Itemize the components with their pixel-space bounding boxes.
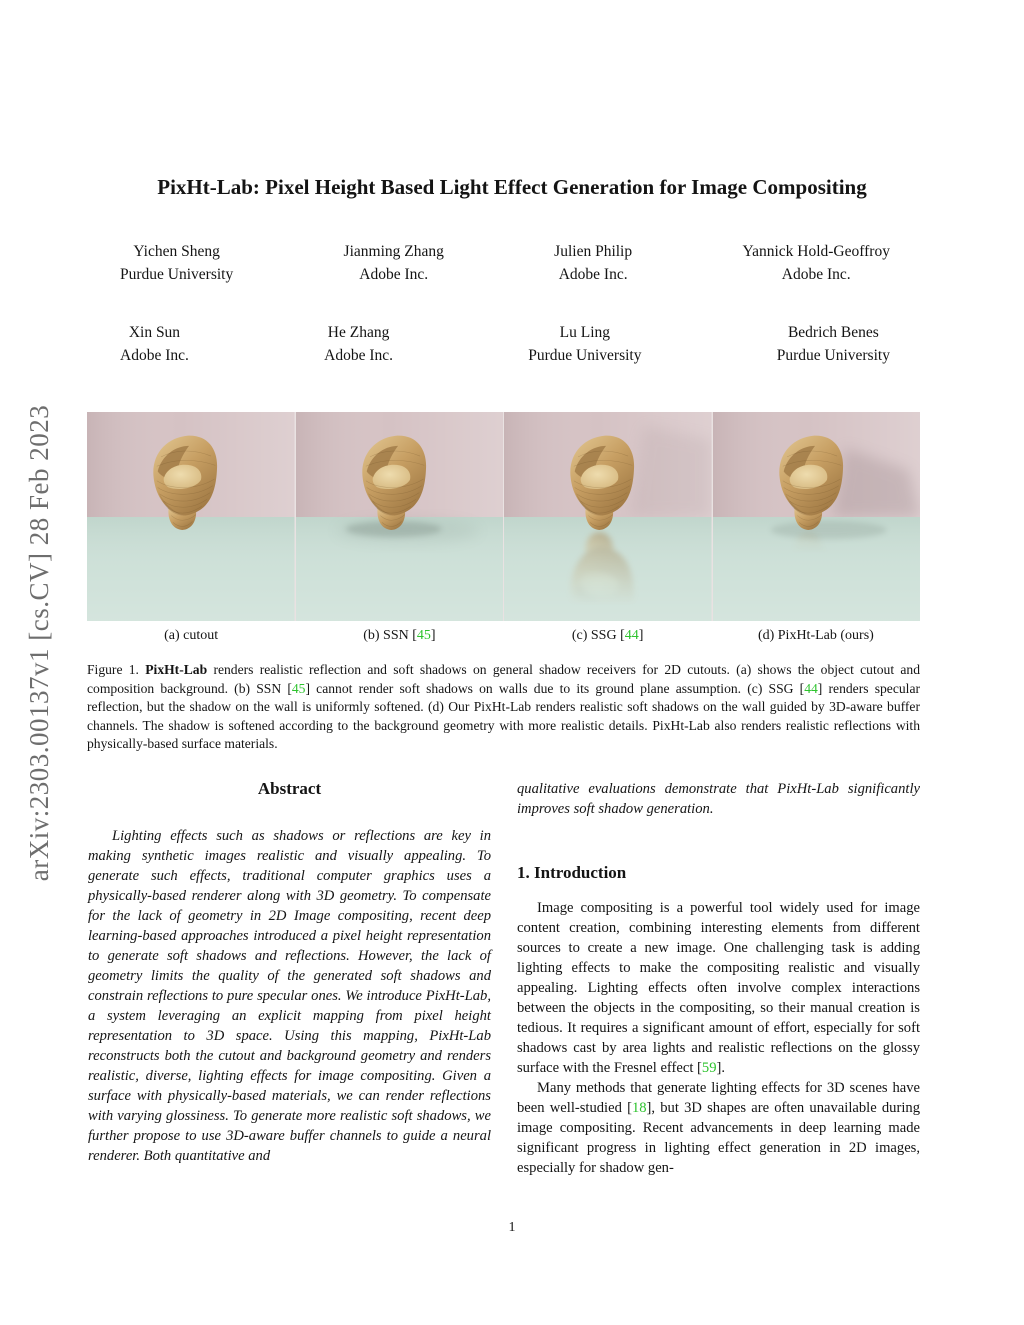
author-name: Julien Philip [554, 243, 633, 260]
author-name: Bedrich Benes [787, 324, 879, 341]
author-affiliation: Adobe Inc. [558, 265, 628, 283]
author: Jianming Zhang Adobe Inc. [344, 241, 444, 286]
panel-a-image [87, 412, 295, 621]
wall-soft-shadow [832, 448, 920, 517]
figure-panel-a [87, 412, 295, 621]
page-number: 1 [508, 1220, 516, 1235]
author: Bedrich Benes Purdue University [777, 322, 890, 367]
author: Xin Sun Adobe Inc. [120, 322, 189, 367]
author-row-2: Xin Sun Adobe Inc. He Zhang Adobe Inc. L… [120, 322, 890, 367]
panel-c-image [504, 412, 712, 621]
figure-caption: Figure 1. PixHt-Lab renders realistic re… [87, 662, 921, 752]
right-column: qualitative evaluations demonstrate that… [517, 779, 920, 1178]
author-name: Lu Ling [559, 324, 611, 341]
author-affiliation: Adobe Inc. [359, 265, 429, 283]
ground-contact-shadow [770, 521, 887, 539]
author-affiliation: Adobe Inc. [120, 346, 189, 364]
subcaption-c: (c) SSG [44] [571, 628, 644, 643]
author-affiliation: Purdue University [528, 346, 642, 364]
author-affiliation: Adobe Inc. [781, 265, 851, 283]
author-name: He Zhang [327, 324, 390, 341]
author: He Zhang Adobe Inc. [324, 322, 393, 367]
author: Lu Ling Purdue University [528, 322, 641, 367]
figure-panel-b [295, 412, 503, 621]
panel-b-image [295, 412, 503, 621]
abstract-heading: Abstract [257, 779, 322, 798]
author-affiliation: Adobe Inc. [324, 346, 393, 364]
introduction-heading: 1. Introduction [517, 863, 627, 882]
figure-subcaptions: (a) cutout (b) SSN [45] (c) SSG [44] (d)… [87, 626, 920, 646]
paper-title: PixHt-Lab: Pixel Height Based Light Effe… [157, 175, 867, 199]
subcaption-d: (d) PixHt-Lab (ours) [757, 628, 874, 643]
author-affiliation: Purdue University [776, 346, 890, 364]
author-name: Yichen Sheng [133, 243, 220, 260]
author-row-1: Yichen Sheng Purdue University Jianming … [120, 241, 890, 286]
author: Julien Philip Adobe Inc. [554, 241, 632, 286]
arxiv-watermark: arXiv:2303.00137v1 [cs.CV] 28 Feb 2023 [24, 404, 54, 882]
author-affiliation: Purdue University [120, 265, 234, 283]
figure-panel-d [712, 412, 920, 621]
abstract-continuation: qualitative evaluations demonstrate that… [517, 781, 920, 817]
wall-shadow [629, 426, 712, 517]
figure-panel-c [504, 412, 712, 621]
author-name: Yannick Hold-Geoffroy [742, 243, 890, 260]
left-column: Abstract Lighting effects such as shadow… [88, 779, 491, 1166]
introduction-paragraph-2: Many methods that generate lighting effe… [517, 1080, 920, 1176]
figure-1 [87, 412, 920, 621]
introduction-paragraph-1: Image compositing is a powerful tool wid… [517, 900, 920, 1076]
panel-d-image [712, 412, 920, 621]
subcaption-b: (b) SSN [45] [363, 628, 436, 643]
author: Yannick Hold-Geoffroy Adobe Inc. [742, 241, 890, 286]
subcaption-a: (a) cutout [164, 628, 219, 643]
author-name: Jianming Zhang [343, 243, 444, 260]
author-name: Xin Sun [128, 324, 181, 341]
abstract-paragraph: Lighting effects such as shadows or refl… [88, 828, 491, 1164]
author: Yichen Sheng Purdue University [120, 241, 233, 286]
